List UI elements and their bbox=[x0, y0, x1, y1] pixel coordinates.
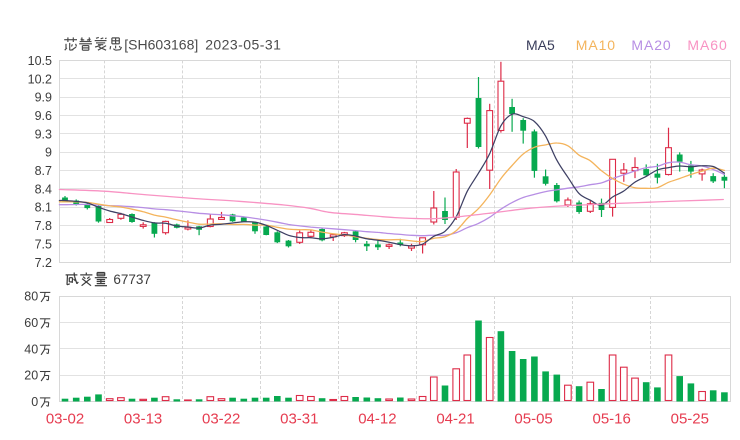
svg-text:10.2: 10.2 bbox=[28, 72, 52, 86]
svg-text:MA20: MA20 bbox=[631, 37, 671, 53]
svg-text:9.9: 9.9 bbox=[35, 91, 52, 105]
svg-text:04-21: 04-21 bbox=[436, 410, 474, 427]
svg-text:40: 40 bbox=[24, 342, 38, 356]
svg-text:2023-05-31: 2023-05-31 bbox=[205, 36, 281, 52]
svg-text:03-02: 03-02 bbox=[46, 410, 84, 427]
svg-text:20: 20 bbox=[24, 369, 38, 383]
svg-text:8.1: 8.1 bbox=[35, 201, 52, 215]
svg-text:MA10: MA10 bbox=[576, 37, 616, 53]
svg-text:7.5: 7.5 bbox=[35, 237, 52, 251]
svg-text:03-13: 03-13 bbox=[124, 410, 162, 427]
svg-text:0: 0 bbox=[31, 395, 38, 409]
svg-text:7.8: 7.8 bbox=[35, 219, 52, 233]
svg-text:80: 80 bbox=[24, 290, 38, 304]
svg-text:05-05: 05-05 bbox=[514, 410, 552, 427]
svg-text:MA60: MA60 bbox=[687, 37, 727, 53]
svg-text:8.7: 8.7 bbox=[35, 164, 52, 178]
svg-text:10.5: 10.5 bbox=[28, 54, 52, 68]
svg-text:9.3: 9.3 bbox=[35, 127, 52, 141]
svg-text:MA5: MA5 bbox=[526, 37, 555, 53]
svg-text:[SH603168]: [SH603168] bbox=[124, 36, 198, 52]
svg-text:9.6: 9.6 bbox=[35, 109, 52, 123]
svg-text:7.2: 7.2 bbox=[35, 256, 52, 270]
svg-text:04-12: 04-12 bbox=[358, 410, 396, 427]
svg-text:05-16: 05-16 bbox=[593, 410, 631, 427]
svg-text:05-25: 05-25 bbox=[671, 410, 709, 427]
svg-text:60: 60 bbox=[24, 316, 38, 330]
svg-text:8.4: 8.4 bbox=[35, 182, 52, 196]
svg-text:03-31: 03-31 bbox=[280, 410, 318, 427]
svg-text:67737: 67737 bbox=[113, 272, 151, 287]
svg-text:03-22: 03-22 bbox=[202, 410, 240, 427]
svg-text:9: 9 bbox=[45, 146, 52, 160]
